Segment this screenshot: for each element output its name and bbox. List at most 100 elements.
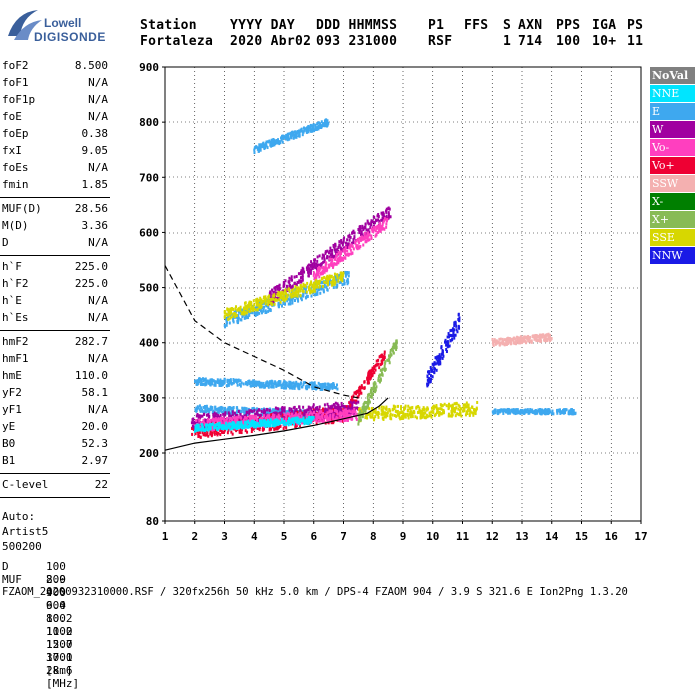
echo-point — [232, 382, 234, 385]
echo-point — [368, 393, 370, 396]
echo-point — [545, 408, 547, 411]
echo-point — [283, 423, 285, 426]
echo-point — [291, 418, 293, 421]
echo-point — [377, 416, 379, 419]
echo-point — [313, 416, 315, 419]
echo-point — [207, 379, 209, 382]
echo-point — [548, 411, 550, 414]
echo-point — [281, 418, 283, 421]
echo-point — [472, 411, 474, 414]
echo-point — [339, 258, 341, 261]
echo-point — [524, 409, 526, 412]
echo-point — [288, 420, 290, 423]
echo-point — [328, 277, 330, 280]
echo-point — [250, 422, 252, 425]
echo-point — [449, 329, 451, 332]
echo-point — [327, 383, 329, 386]
echo-point — [398, 413, 400, 416]
echo-point — [315, 413, 317, 416]
echo-point — [452, 404, 454, 407]
echo-point — [192, 417, 194, 420]
echo-point — [494, 410, 496, 413]
echo-point — [329, 258, 331, 261]
echo-point — [253, 384, 255, 387]
echo-point — [226, 324, 228, 327]
echo-point — [389, 408, 391, 411]
echo-point — [266, 145, 268, 148]
echo-point — [363, 403, 365, 406]
echo-point — [324, 415, 326, 418]
echo-point — [300, 382, 302, 385]
echo-point — [318, 121, 320, 124]
echo-point — [271, 289, 273, 292]
echo-point — [314, 281, 316, 284]
echo-point — [352, 238, 354, 241]
echo-point — [445, 339, 447, 342]
echo-point — [431, 369, 433, 372]
echo-point — [321, 271, 323, 274]
echo-point — [283, 380, 285, 383]
echo-point — [436, 369, 438, 372]
echo-point — [191, 433, 193, 436]
echo-point — [532, 334, 534, 337]
echo-point — [248, 426, 250, 429]
echo-point — [370, 372, 372, 375]
echo-point — [383, 356, 385, 359]
echo-point — [394, 405, 396, 408]
echo-point — [552, 412, 554, 415]
echo-point — [381, 373, 383, 376]
echo-point — [572, 410, 574, 413]
echo-point — [433, 361, 435, 364]
echo-point — [469, 414, 471, 417]
echo-point — [245, 407, 247, 410]
echo-point — [281, 421, 283, 424]
echo-point — [260, 144, 262, 147]
echo-point — [562, 411, 564, 414]
echo-point — [514, 342, 516, 345]
echo-point — [317, 255, 319, 258]
echo-point — [372, 367, 374, 370]
echo-point — [303, 413, 305, 416]
echo-point — [440, 404, 442, 407]
echo-point — [307, 295, 309, 298]
echo-point — [328, 251, 330, 254]
echo-point — [375, 389, 377, 392]
echo-point — [298, 279, 300, 282]
echo-point — [357, 401, 359, 404]
echo-point — [318, 382, 320, 385]
echo-point — [313, 288, 315, 291]
x-tick-label: 12 — [486, 530, 499, 543]
echo-point — [358, 231, 360, 234]
echo-point — [238, 410, 240, 413]
echo-point — [276, 142, 278, 145]
echo-point — [370, 395, 372, 398]
echo-point — [345, 242, 347, 245]
echo-point — [200, 429, 202, 432]
echo-point — [308, 286, 310, 289]
echo-point — [384, 365, 386, 368]
echo-point — [296, 408, 298, 411]
echo-point — [547, 335, 549, 338]
echo-point — [453, 334, 455, 337]
echo-point — [438, 411, 440, 414]
echo-point — [384, 351, 386, 354]
echo-point — [271, 424, 273, 427]
echo-point — [321, 278, 323, 281]
echo-point — [392, 346, 394, 349]
echo-point — [369, 415, 371, 418]
echo-point — [308, 406, 310, 409]
echo-point — [246, 417, 248, 420]
echo-point — [293, 288, 295, 291]
echo-point — [271, 380, 273, 383]
echo-point — [520, 335, 522, 338]
echo-point — [452, 328, 454, 331]
echo-point — [269, 409, 271, 412]
echo-point — [252, 307, 254, 310]
echo-point — [334, 248, 336, 251]
echo-point — [436, 411, 438, 414]
x-tick-label: 5 — [281, 530, 288, 543]
echo-point — [318, 269, 320, 272]
echo-point — [359, 225, 361, 228]
echo-point — [367, 220, 369, 223]
echo-point — [453, 324, 455, 327]
